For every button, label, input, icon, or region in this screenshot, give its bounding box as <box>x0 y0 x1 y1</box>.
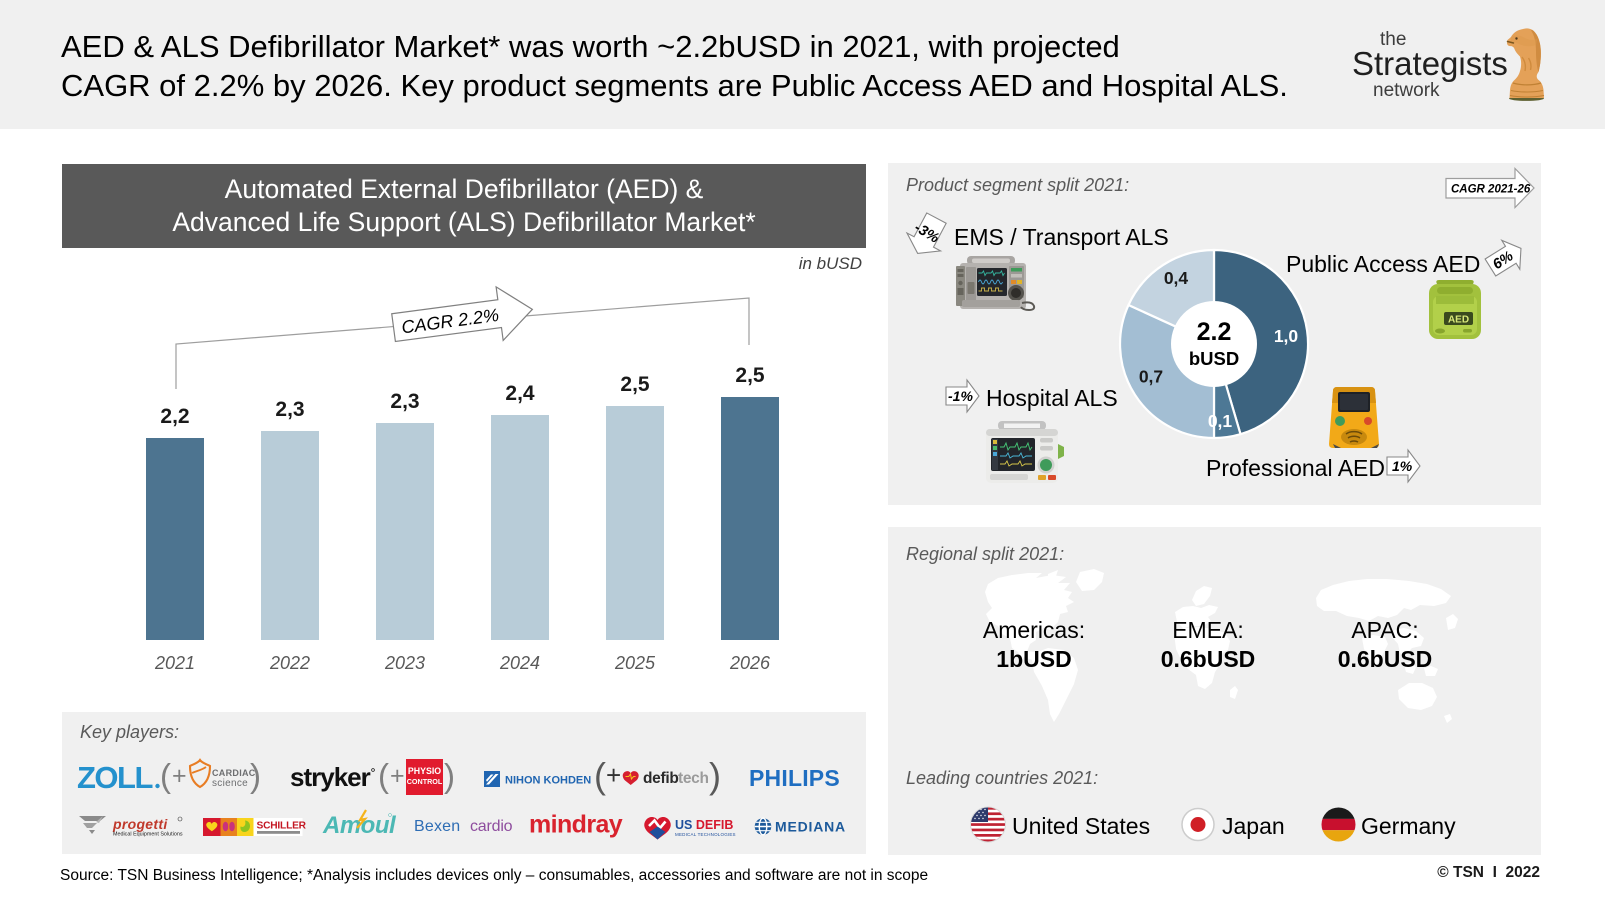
svg-text:progetti: progetti <box>112 816 168 832</box>
svg-text:US DEFIB: US DEFIB <box>675 818 733 832</box>
svg-text:mindray: mindray <box>529 811 623 839</box>
svg-text:2,3: 2,3 <box>275 398 304 421</box>
svg-text:1%: 1% <box>1392 458 1413 474</box>
svg-text:bUSD: bUSD <box>1189 348 1239 369</box>
svg-text:Bexen: Bexen <box>414 818 460 835</box>
svg-text:1,0: 1,0 <box>1274 326 1299 346</box>
svg-text:defib: defib <box>643 770 679 787</box>
svg-text:): ) <box>709 755 721 796</box>
svg-text:ZOLL: ZOLL <box>77 760 152 795</box>
svg-text:2,4: 2,4 <box>505 382 535 405</box>
svg-text:): ) <box>250 757 261 794</box>
svg-text:2026: 2026 <box>729 653 771 673</box>
svg-text:Hospital ALS: Hospital ALS <box>986 385 1118 411</box>
svg-text:+: + <box>606 760 621 790</box>
svg-text:2,2: 2,2 <box>160 405 189 428</box>
svg-text:CAGR 2021-26: CAGR 2021-26 <box>1451 184 1531 196</box>
svg-text:Medical Equipment Solutions: Medical Equipment Solutions <box>113 832 183 838</box>
svg-text:-1%: -1% <box>948 388 973 404</box>
svg-text:2,5: 2,5 <box>735 364 765 387</box>
svg-text:Professional AED: Professional AED <box>1206 455 1385 481</box>
svg-text:cardio: cardio <box>470 818 513 835</box>
svg-text:2,3: 2,3 <box>390 390 419 413</box>
svg-text:): ) <box>444 757 455 794</box>
svg-text:2.2: 2.2 <box>1197 318 1232 346</box>
svg-text:MEDIANA: MEDIANA <box>775 819 846 835</box>
svg-text:science: science <box>212 778 248 789</box>
svg-text:MEDICAL TECHNOLOGIES: MEDICAL TECHNOLOGIES <box>675 832 736 837</box>
svg-text:+: + <box>172 762 187 790</box>
svg-text:PHYSIO: PHYSIO <box>408 766 441 776</box>
svg-text:Public Access AED: Public Access AED <box>1286 251 1480 277</box>
svg-text:0,1: 0,1 <box>1208 411 1233 431</box>
svg-text:2023: 2023 <box>384 653 425 673</box>
svg-text:CARDIAC: CARDIAC <box>212 768 256 778</box>
svg-text:2025: 2025 <box>614 653 656 673</box>
svg-text:2024: 2024 <box>499 653 540 673</box>
svg-text:0,7: 0,7 <box>1139 367 1163 387</box>
svg-text:EMS / Transport ALS: EMS / Transport ALS <box>954 224 1169 250</box>
svg-text:NIHON KOHDEN: NIHON KOHDEN <box>505 775 591 787</box>
svg-text:2022: 2022 <box>269 653 310 673</box>
svg-text:(: ( <box>160 757 171 794</box>
svg-text:PHILIPS: PHILIPS <box>749 765 840 791</box>
svg-text:+: + <box>390 762 405 790</box>
svg-text:SCHILLER: SCHILLER <box>257 821 307 832</box>
svg-text:(: ( <box>594 755 606 796</box>
svg-text:tech: tech <box>678 770 709 787</box>
svg-text:stryker: stryker <box>290 762 371 792</box>
svg-text:CONTROL: CONTROL <box>407 777 443 786</box>
svg-text:2,5: 2,5 <box>620 373 650 396</box>
svg-text:2021: 2021 <box>154 653 195 673</box>
svg-text:AED: AED <box>1448 315 1469 326</box>
svg-text:0,4: 0,4 <box>1164 268 1189 288</box>
svg-text:(: ( <box>378 757 389 794</box>
